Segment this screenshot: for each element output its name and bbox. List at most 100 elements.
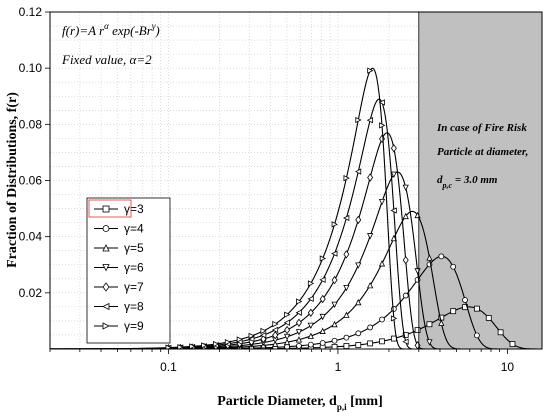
marker-triangle-right bbox=[213, 340, 220, 348]
y-axis-label: Fraction of Distributions, f(r) bbox=[5, 92, 20, 268]
marker-triangle-left bbox=[319, 276, 326, 283]
marker-diamond bbox=[343, 250, 350, 259]
marker-diamond bbox=[402, 255, 409, 265]
marker-square bbox=[355, 342, 362, 348]
marker-square bbox=[426, 321, 433, 328]
marker-triangle-right bbox=[307, 280, 315, 287]
marker-circle bbox=[462, 297, 468, 303]
marker-triangle-down bbox=[390, 171, 398, 178]
marker-triangle-left bbox=[259, 332, 267, 339]
fire-risk-line2: Particle at diameter, bbox=[437, 146, 528, 158]
marker-triangle-down bbox=[295, 329, 303, 336]
marker-triangle-down bbox=[102, 264, 110, 272]
marker-circle bbox=[296, 342, 302, 349]
marker-triangle-left bbox=[390, 207, 397, 214]
marker-circle bbox=[355, 330, 362, 337]
marker-square bbox=[343, 343, 350, 349]
marker-triangle-down bbox=[283, 333, 291, 341]
marker-triangle-right bbox=[102, 322, 110, 330]
marker-triangle-down bbox=[366, 233, 374, 240]
marker-triangle-down bbox=[426, 339, 433, 346]
legend-label: γ=8 bbox=[124, 300, 144, 314]
y-tick-label: 0.12 bbox=[19, 5, 43, 19]
x-tick-label: 0.1 bbox=[160, 360, 177, 374]
marker-triangle-down bbox=[319, 313, 326, 321]
fixed-value-annotation: Fixed value, α=2 bbox=[61, 52, 152, 67]
marker-triangle-right bbox=[331, 221, 338, 228]
marker-diamond bbox=[355, 215, 362, 225]
legend-entry: γ=9 bbox=[94, 319, 144, 333]
marker-circle bbox=[474, 332, 480, 339]
fire-risk-shaded-region bbox=[418, 12, 542, 349]
marker-diamond bbox=[272, 331, 279, 340]
marker-triangle-up bbox=[319, 327, 326, 334]
marker-triangle-up bbox=[438, 319, 445, 326]
marker-triangle-down bbox=[355, 262, 362, 269]
x-tick-label: 1 bbox=[335, 360, 342, 374]
marker-triangle-right bbox=[390, 315, 398, 322]
marker-triangle-left bbox=[331, 250, 338, 257]
marker-circle bbox=[102, 225, 110, 232]
marker-triangle-left bbox=[366, 117, 374, 124]
marker-triangle-right bbox=[296, 298, 303, 305]
legend-highlight bbox=[88, 199, 132, 218]
marker-triangle-up bbox=[355, 298, 362, 306]
marker-circle bbox=[307, 341, 314, 348]
legend-entry: γ=8 bbox=[94, 300, 144, 314]
marker-diamond bbox=[102, 282, 110, 292]
marker-triangle-up bbox=[295, 336, 303, 343]
marker-square bbox=[497, 329, 504, 336]
marker-square bbox=[485, 314, 492, 321]
legend-box bbox=[86, 197, 171, 344]
marker-triangle-right bbox=[272, 320, 279, 328]
marker-triangle-up bbox=[402, 212, 409, 220]
marker-triangle-up bbox=[366, 281, 374, 289]
marker-triangle-down bbox=[307, 322, 314, 330]
marker-triangle-left bbox=[248, 335, 255, 343]
marker-square bbox=[474, 305, 480, 312]
marker-triangle-right bbox=[319, 255, 327, 262]
marker-triangle-left bbox=[402, 338, 409, 345]
legend-label: γ=4 bbox=[124, 222, 144, 236]
marker-diamond bbox=[295, 318, 302, 327]
marker-square bbox=[450, 308, 457, 315]
y-tick-label: 0.02 bbox=[19, 286, 43, 300]
marker-diamond bbox=[307, 308, 314, 317]
legend-entry: γ=6 bbox=[94, 261, 144, 275]
marker-triangle-up bbox=[102, 244, 110, 252]
marker-circle bbox=[438, 253, 445, 260]
axis-ticks: 0.02 0.04 0.06 0.08 0.10 0.12 0.1 1 10 bbox=[19, 5, 515, 374]
legend-entry: γ=4 bbox=[94, 222, 144, 236]
legend-label: γ=3 bbox=[124, 202, 144, 216]
fire-risk-line1: In case of Fire Risk bbox=[436, 122, 527, 134]
marker-triangle-up bbox=[378, 260, 386, 267]
marker-triangle-left bbox=[102, 302, 110, 311]
legend-label: γ=7 bbox=[124, 280, 144, 294]
marker-diamond bbox=[319, 294, 326, 304]
marker-diamond bbox=[284, 325, 291, 335]
marker-triangle-right bbox=[189, 343, 196, 349]
legend-entry: γ=7 bbox=[94, 280, 144, 294]
marker-circle bbox=[343, 334, 350, 341]
series-7 bbox=[50, 67, 542, 349]
marker-triangle-left bbox=[307, 295, 314, 302]
marker-square bbox=[402, 331, 409, 338]
marker-square bbox=[367, 340, 374, 347]
legend-entry: γ=5 bbox=[94, 241, 144, 255]
marker-triangle-right bbox=[355, 116, 362, 124]
marker-triangle-up bbox=[272, 340, 279, 347]
marker-triangle-left bbox=[283, 319, 290, 326]
y-tick-label: 0.10 bbox=[19, 61, 43, 75]
legend-label: γ=5 bbox=[124, 241, 144, 255]
legend-label: γ=9 bbox=[124, 319, 144, 333]
marker-circle bbox=[402, 292, 409, 299]
legend-entry: γ=3 bbox=[94, 202, 144, 216]
marker-triangle-right bbox=[367, 67, 374, 74]
marker-square bbox=[509, 341, 516, 347]
marker-square bbox=[379, 338, 385, 345]
x-axis-label: Particle Diameter, dp,i [mm] bbox=[217, 394, 383, 412]
marker-triangle-right bbox=[248, 332, 255, 340]
marker-triangle-right bbox=[379, 122, 386, 129]
y-tick-label: 0.08 bbox=[19, 117, 43, 131]
